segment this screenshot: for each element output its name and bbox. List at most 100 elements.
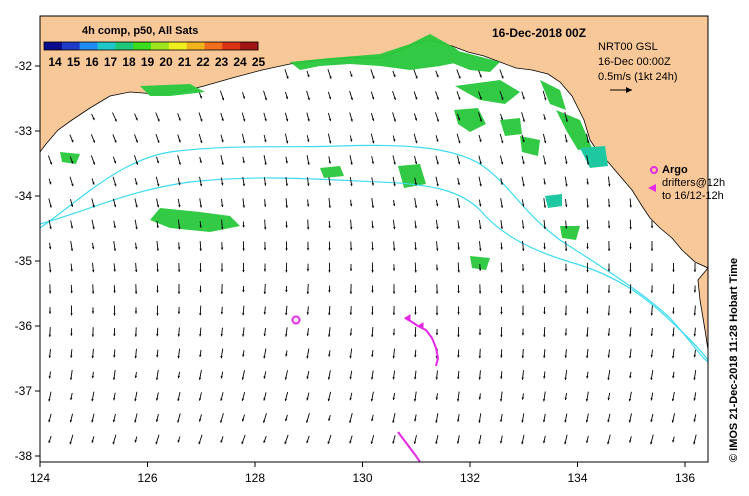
drifter-legend-line2: to 16/12-12h <box>662 190 724 202</box>
velocity-arrow <box>113 240 117 252</box>
velocity-arrow <box>113 349 116 358</box>
velocity-arrow <box>241 112 246 122</box>
velocity-arrow <box>199 176 203 187</box>
velocity-arrow <box>113 305 116 316</box>
velocity-arrow <box>457 242 460 250</box>
velocity-arrow <box>500 371 503 379</box>
drifter-legend-line1: drifters@12h <box>662 177 725 189</box>
velocity-arrow <box>586 133 590 144</box>
velocity-arrow <box>478 70 482 78</box>
velocity-arrow <box>177 263 181 272</box>
velocity-arrow <box>693 434 697 445</box>
velocity-arrow <box>564 305 568 316</box>
velocity-arrow <box>199 92 202 99</box>
velocity-arrow <box>48 413 52 423</box>
velocity-arrow <box>628 413 632 423</box>
velocity-arrow <box>478 176 482 187</box>
velocity-arrow <box>285 414 288 422</box>
velocity-arrow <box>69 370 73 380</box>
velocity-arrow <box>242 176 246 187</box>
colorbar-segment <box>151 42 170 50</box>
velocity-arrow <box>198 370 202 380</box>
velocity-arrow <box>221 219 224 230</box>
drifter-legend: drifters@12h to 16/12-12h <box>648 177 725 202</box>
velocity-arrow <box>284 327 288 337</box>
velocity-arrow <box>349 155 353 165</box>
velocity-arrow <box>263 435 267 444</box>
velocity-arrow <box>478 370 481 380</box>
velocity-arrow <box>371 197 375 209</box>
velocity-arrow <box>499 133 504 144</box>
velocity-arrow <box>371 156 375 164</box>
velocity-arrow <box>542 435 546 444</box>
velocity-arrow <box>70 240 74 252</box>
velocity-arrow <box>284 69 289 79</box>
velocity-arrow <box>521 263 525 272</box>
velocity-arrow <box>414 414 417 422</box>
velocity-arrow <box>47 155 53 165</box>
velocity-arrow <box>242 327 245 337</box>
velocity-arrow <box>156 198 160 208</box>
velocity-arrow <box>177 155 181 165</box>
drifter-track-2 <box>397 431 421 462</box>
colorbar-title: 4h comp, p50, All Sats <box>82 25 198 37</box>
velocity-arrow <box>48 435 52 444</box>
velocity-arrow <box>284 391 289 402</box>
velocity-arrow <box>134 391 138 402</box>
velocity-arrow <box>435 305 439 316</box>
velocity-arrow <box>478 219 482 230</box>
colorbar-segment <box>186 42 205 50</box>
velocity-arrow <box>693 327 696 337</box>
velocity-arrow <box>499 69 504 79</box>
velocity-arrow <box>564 284 568 294</box>
x-tick-label: 134 <box>567 471 587 485</box>
velocity-arrow <box>607 392 611 401</box>
velocity-arrow <box>392 112 396 122</box>
velocity-arrow <box>306 135 310 142</box>
velocity-arrow <box>457 220 460 229</box>
velocity-arrow <box>134 327 138 337</box>
velocity-arrow <box>70 349 73 358</box>
velocity-arrow <box>177 177 181 186</box>
velocity-arrow <box>435 264 439 271</box>
velocity-arrow <box>242 305 245 316</box>
colorbar-tick-label: 18 <box>122 55 136 69</box>
velocity-arrow <box>241 370 245 380</box>
velocity-arrow <box>607 305 611 316</box>
velocity-arrow <box>565 199 568 207</box>
velocity-arrow <box>70 284 73 294</box>
velocity-arrow <box>306 435 310 444</box>
velocity-arrow <box>155 112 160 122</box>
x-tick-label: 132 <box>460 471 480 485</box>
velocity-arrow <box>671 413 675 423</box>
colorbar-tick-label: 21 <box>178 55 192 69</box>
velocity-arrow <box>113 220 116 229</box>
velocity-arrow <box>693 263 697 272</box>
velocity-arrow <box>478 305 482 316</box>
velocity-arrow <box>48 178 52 185</box>
y-tick-label: -37 <box>15 384 33 398</box>
x-tick-label: 128 <box>245 471 265 485</box>
velocity-arrow <box>69 176 74 187</box>
velocity-arrow <box>263 348 267 359</box>
velocity-arrow <box>371 327 374 337</box>
velocity-arrow <box>220 242 224 250</box>
velocity-arrow <box>586 178 589 185</box>
velocity-arrow <box>586 155 590 165</box>
velocity-arrow <box>177 391 181 402</box>
velocity-arrow <box>500 284 503 294</box>
velocity-arrow <box>414 327 417 337</box>
colorbar-segment <box>44 42 63 50</box>
velocity-arrow <box>371 262 374 273</box>
velocity-arrow <box>91 348 94 359</box>
velocity-arrow <box>48 219 52 230</box>
velocity-arrow <box>607 263 611 272</box>
velocity-arrow <box>500 113 503 121</box>
velocity-arrow <box>199 156 202 164</box>
velocity-arrow <box>134 242 138 250</box>
velocity-arrow <box>220 371 224 379</box>
y-tick-label: -34 <box>15 189 33 203</box>
velocity-arrow <box>91 178 95 185</box>
velocity-arrow <box>349 306 353 315</box>
velocity-arrow <box>177 413 181 423</box>
